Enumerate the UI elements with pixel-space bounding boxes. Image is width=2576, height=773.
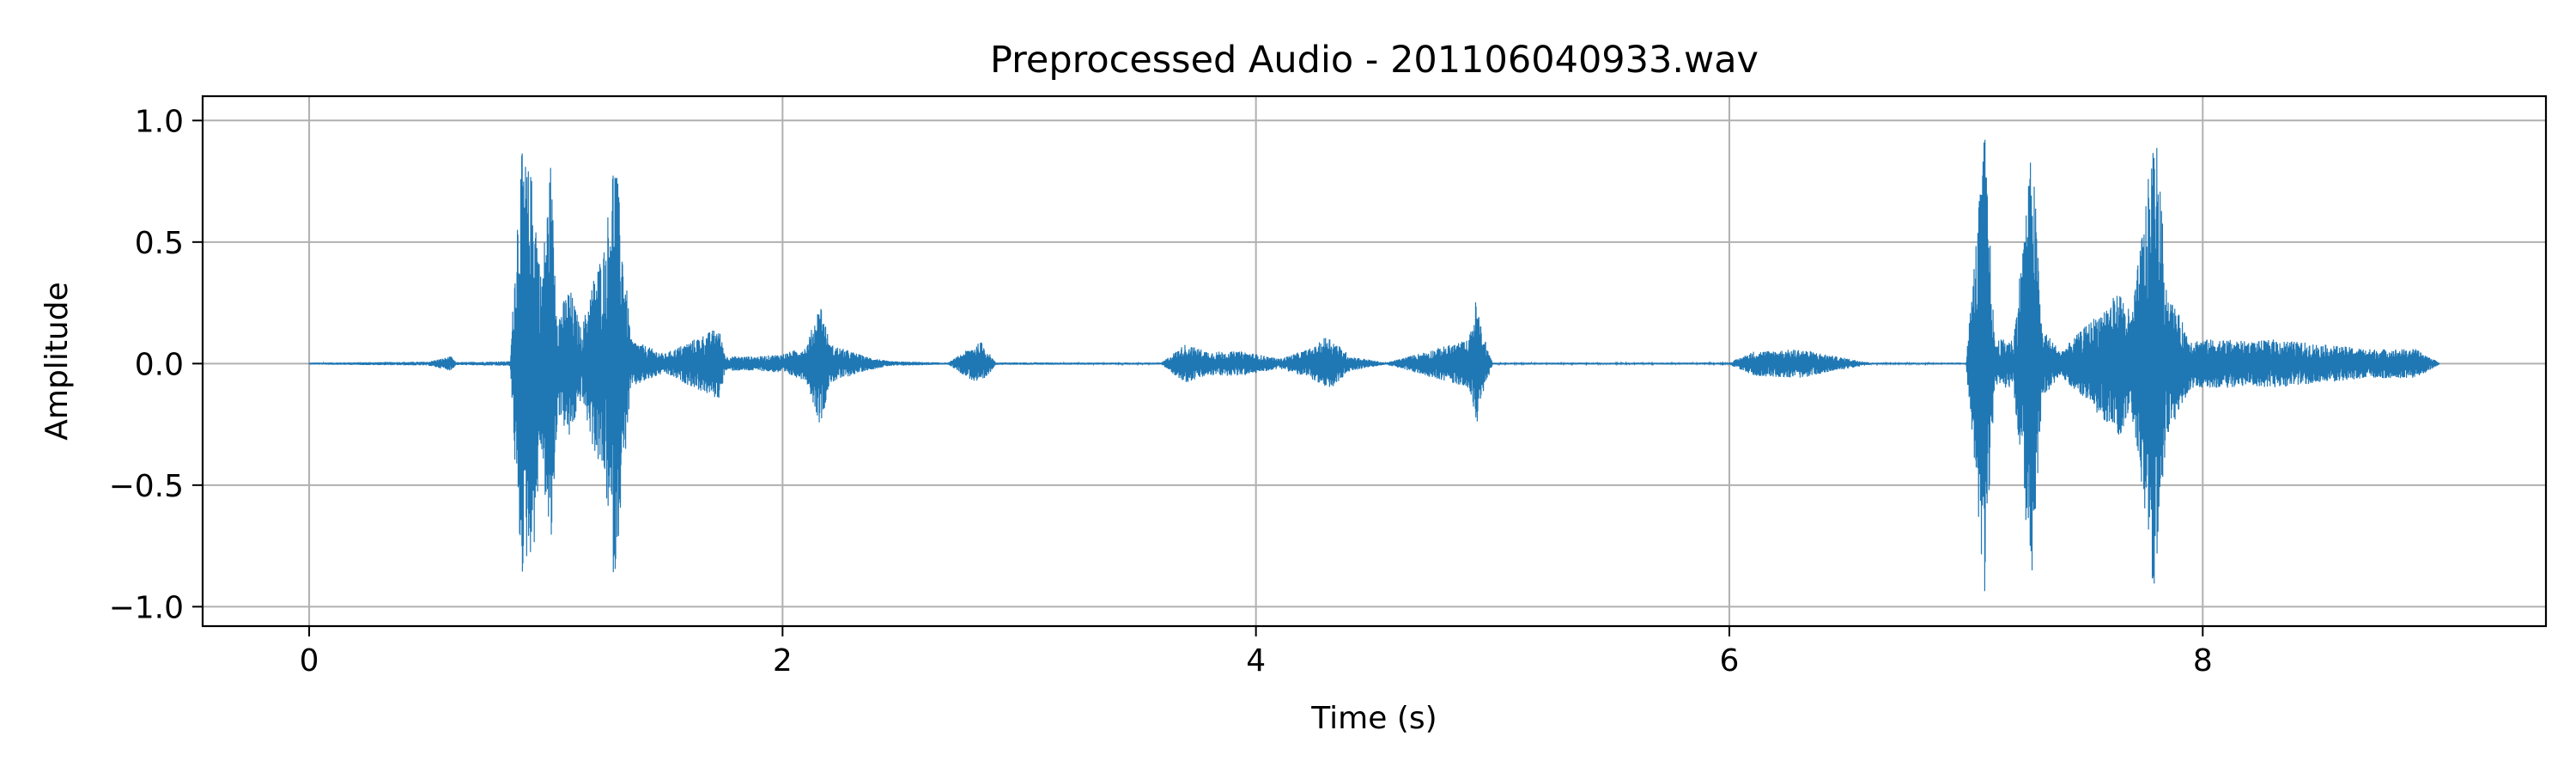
y-tick-label: −0.5: [109, 469, 184, 504]
x-tick-label: 2: [773, 643, 793, 679]
plot-frame: [201, 94, 2548, 628]
x-axis-label: Time (s): [1310, 701, 1437, 736]
ticks: 0 2 4 6 8 1.0 0.5 0.0 −0.5 −1.0: [109, 104, 2213, 679]
x-tick-label: 4: [1246, 643, 1266, 679]
plot-area: [308, 139, 2440, 592]
x-tick-label: 8: [2193, 643, 2213, 679]
y-tick-label: 0.0: [135, 347, 184, 382]
x-tick-label: 0: [300, 643, 319, 679]
x-tick-label: 6: [1720, 643, 1740, 679]
y-tick-label: 0.5: [135, 226, 184, 261]
y-tick-label: −1.0: [109, 590, 184, 625]
waveform-series: [308, 139, 2440, 592]
chart-title: Preprocessed Audio - 201106040933.wav: [990, 39, 1759, 82]
y-axis-label: Amplitude: [39, 282, 75, 440]
y-tick-label: 1.0: [135, 104, 184, 139]
